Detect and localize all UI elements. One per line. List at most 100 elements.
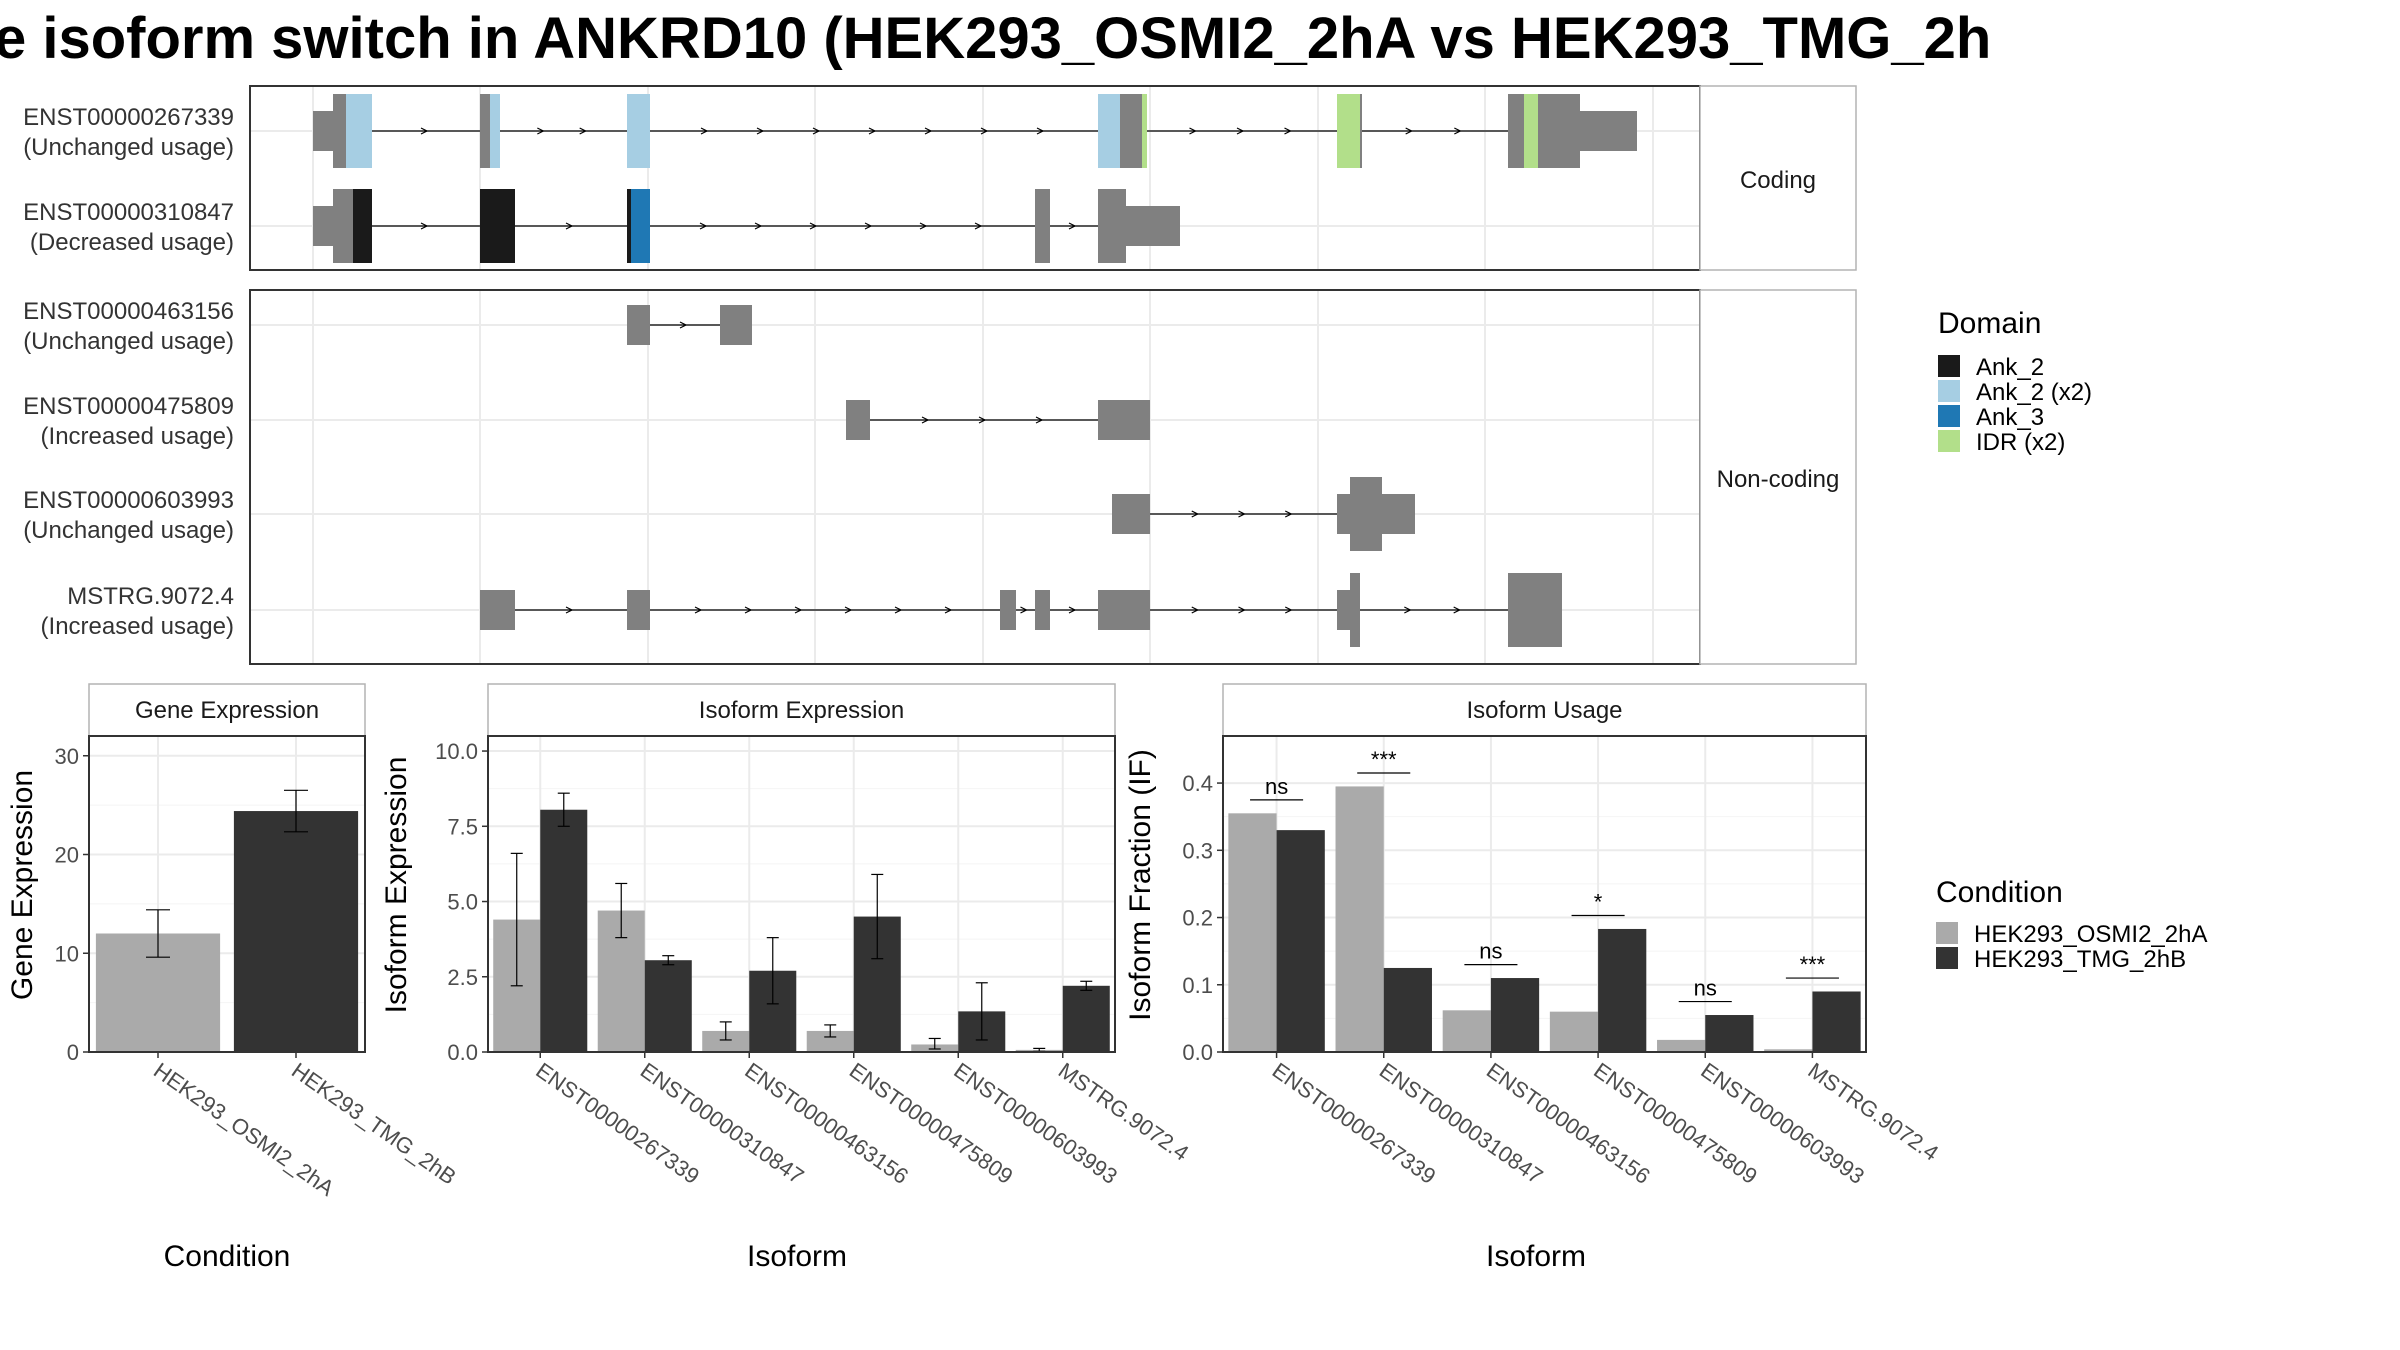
exon-block: [333, 189, 353, 263]
isoform-usage-chart: Isoform Fraction (IF) Isoform Isoform Us…: [1124, 683, 1943, 1273]
transcript-usage-label: (Increased usage): [41, 423, 234, 450]
domain-segment: [480, 189, 515, 263]
exon-block: [1538, 94, 1580, 168]
intron-arrow: [974, 222, 983, 230]
transcript-id-label: MSTRG.9072.4: [67, 583, 234, 610]
intron-arrow: [744, 606, 753, 614]
y-tick-label: 0.4: [1182, 771, 1213, 796]
intron-arrow: [420, 222, 429, 230]
transcript-id-label: ENST00000310847: [23, 199, 234, 226]
isoform-expression-chart: Isoform Expression Isoform Isoform Expre…: [380, 683, 1193, 1273]
intron-arrow: [699, 222, 708, 230]
exon-block: [1350, 573, 1360, 647]
domain-segment: [627, 94, 650, 168]
intron-arrow: [1191, 510, 1200, 518]
domain-segment: [1098, 94, 1120, 168]
y-tick-label: 30: [55, 744, 79, 769]
x-axis-title: Isoform: [1486, 1240, 1586, 1273]
intron-arrow: [809, 222, 818, 230]
y-tick-label: 0.1: [1182, 973, 1213, 998]
plot-title: e isoform switch in ANKRD10 (HEK293_OSMI…: [0, 6, 1991, 71]
bar: [1812, 991, 1861, 1052]
intron-arrow: [679, 321, 688, 329]
exon-block: [720, 305, 752, 345]
transcript-usage-label: (Unchanged usage): [23, 134, 234, 161]
coding-strip-label: Coding: [1740, 167, 1816, 194]
transcript-id-label: ENST00000475809: [23, 393, 234, 420]
intron-arrow: [864, 222, 873, 230]
domain-segment: [1524, 94, 1538, 168]
intron-arrow: [537, 127, 545, 135]
intron-arrow: [694, 606, 703, 614]
bar: [1383, 967, 1432, 1052]
intron-arrow: [1020, 606, 1028, 614]
coding-panel-border: [249, 85, 1701, 271]
domain-segment: [1337, 94, 1360, 168]
intron-arrow: [844, 606, 853, 614]
exon-block: [1337, 494, 1350, 534]
legend-label: Ank_2 (x2): [1976, 379, 2092, 406]
intron-arrow: [1068, 606, 1077, 614]
intron-arrow: [1284, 510, 1293, 518]
transcript-usage-label: (Decreased usage): [30, 229, 234, 256]
transcript-usage-label: (Unchanged usage): [23, 517, 234, 544]
intron-arrow: [1284, 606, 1293, 614]
intron-arrow: [980, 127, 989, 135]
y-axis-title: Isoform Expression: [380, 757, 413, 1014]
bar: [540, 809, 588, 1052]
significance-label: ***: [1800, 952, 1826, 977]
legend-key-ank2-x2: [1938, 380, 1960, 402]
exon-block: [333, 94, 346, 168]
significance-label: ns: [1694, 976, 1717, 1001]
exon-block: [627, 590, 650, 630]
structure-gridlines: [250, 86, 1700, 664]
intron-arrow: [1238, 510, 1246, 518]
legend-key-ank2: [1938, 355, 1960, 377]
panel-strip: [1222, 683, 1867, 737]
intron-arrow: [1238, 606, 1246, 614]
intron-arrow: [794, 606, 803, 614]
intron-arrow: [1236, 127, 1245, 135]
panel-border: [487, 735, 1116, 1053]
exon-block: [1098, 400, 1150, 440]
y-tick-label: 20: [55, 843, 79, 868]
bar: [1442, 1010, 1491, 1052]
panel-title: Isoform Usage: [1466, 697, 1622, 724]
coding-strip: [1699, 85, 1857, 271]
y-tick-label: 7.5: [447, 814, 478, 839]
intron-arrow: [579, 127, 588, 135]
intron-arrow: [1454, 127, 1462, 135]
legend-key-idr: [1938, 430, 1960, 452]
noncoding-panel-border: [249, 289, 1701, 665]
intron-arrow: [1189, 127, 1197, 135]
domain-segment: [353, 189, 372, 263]
legend-label: HEK293_OSMI2_2hA: [1974, 921, 2207, 948]
domain-legend: Domain Ank_2 Ank_2 (x2) Ank_3 IDR (x2): [1938, 307, 2092, 456]
intron-arrow: [1035, 416, 1044, 424]
intron-arrow: [1036, 127, 1045, 135]
transcript-model-3: [627, 305, 752, 345]
transcript-model-5: [1112, 477, 1415, 551]
exon-block: [1035, 189, 1050, 263]
bar: [1705, 1015, 1754, 1052]
y-tick-label: 2.5: [447, 965, 478, 990]
intron-arrow: [1284, 127, 1292, 135]
intron-arrow: [420, 127, 429, 135]
transcript-models: [313, 94, 1637, 647]
intron-arrow: [812, 127, 821, 135]
bar: [1228, 813, 1277, 1052]
condition-legend-title: Condition: [1936, 876, 2063, 909]
exon-block: [1000, 590, 1016, 630]
bar: [1598, 928, 1647, 1052]
transcript-usage-label: (Unchanged usage): [23, 328, 234, 355]
bar: [1657, 1039, 1706, 1052]
domain-segment: [490, 94, 500, 168]
exon-block: [627, 305, 650, 345]
transcript-id-label: ENST00000267339: [23, 104, 234, 131]
exon-block: [1508, 573, 1562, 647]
exon-block: [1126, 206, 1180, 246]
legend-key-cond1: [1936, 922, 1958, 944]
y-tick-label: 0.0: [447, 1040, 478, 1065]
intron-arrow: [565, 606, 574, 614]
exon-block: [480, 590, 515, 630]
